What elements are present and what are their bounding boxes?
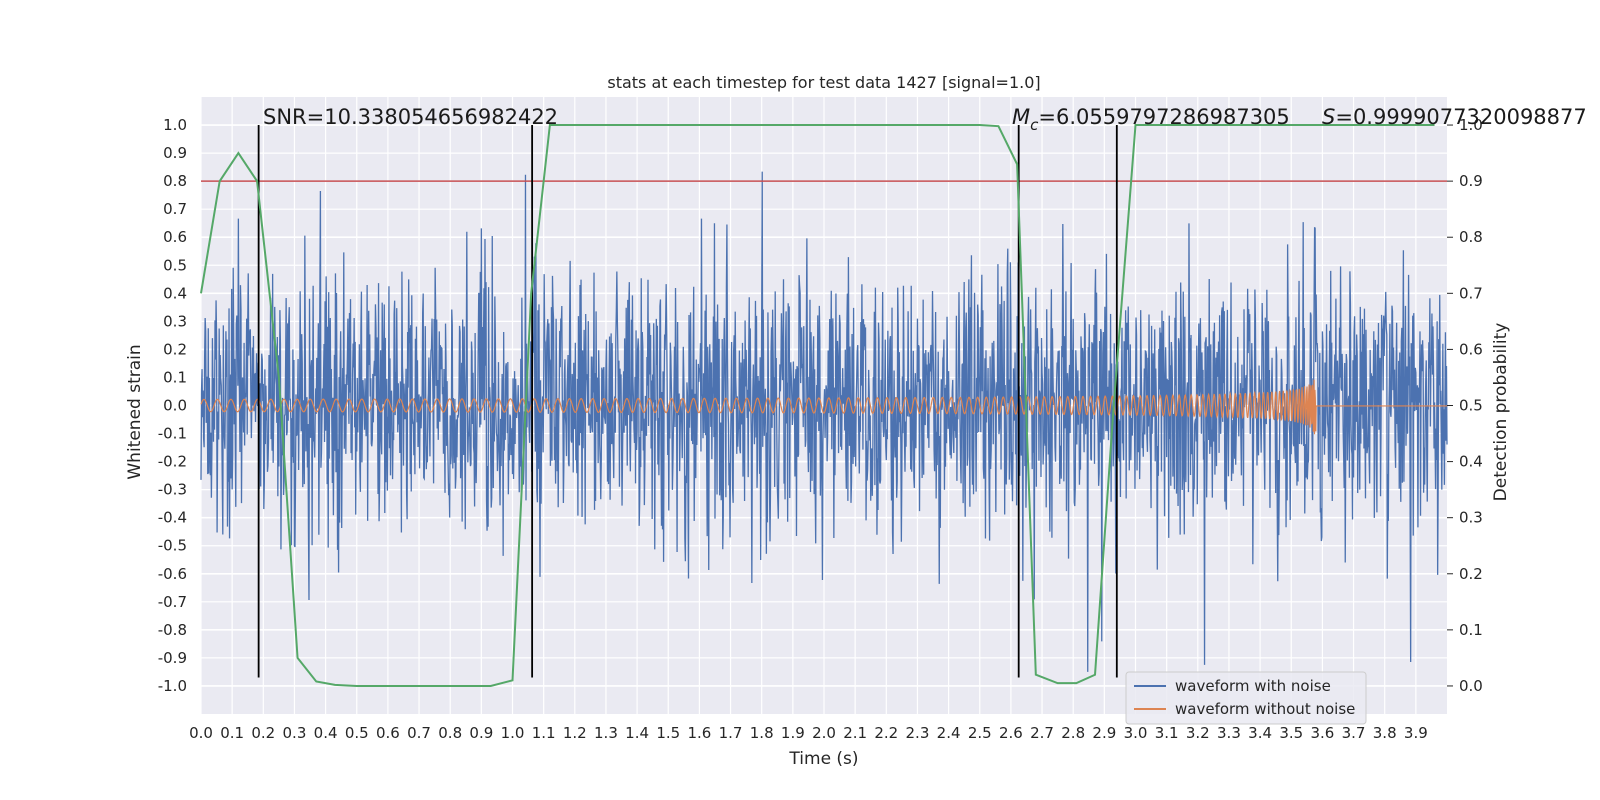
x-tick-label: 1.5 <box>656 724 680 742</box>
legend: waveform with noise waveform without noi… <box>1125 671 1367 725</box>
y-tick-label: -0.1 <box>158 425 187 443</box>
legend-label-clean: waveform without noise <box>1175 700 1355 718</box>
x-tick-label: 0.9 <box>469 724 493 742</box>
mc-value: =6.0559797286987305 <box>1038 105 1289 129</box>
y2-tick-labels: 1.0 0.9 0.8 0.7 0.6 0.5 0.4 0.3 0.2 0.1 0.0 <box>1447 116 1483 695</box>
y-tick-label: 1.0 <box>163 116 187 134</box>
y2-tick-label: 0.1 <box>1459 621 1483 639</box>
y-tick-label: -1.0 <box>158 677 187 695</box>
x-tick-label: 2.4 <box>937 724 961 742</box>
x-tick-label: 2.6 <box>999 724 1023 742</box>
x-tick-label: 0.8 <box>438 724 462 742</box>
legend-label-noise: waveform with noise <box>1175 677 1331 695</box>
y-tick-label: -0.2 <box>158 453 187 471</box>
y-axis-label: Whitened strain <box>125 344 145 479</box>
x-tick-label: 3.1 <box>1155 724 1179 742</box>
y2-tick-label: 1.0 <box>1459 116 1483 134</box>
x-tick-label: 2.3 <box>906 724 930 742</box>
y-tick-label: -0.4 <box>158 509 187 527</box>
y2-tick-label: 0.7 <box>1459 284 1483 302</box>
y2-tick-label: 0.8 <box>1459 228 1483 246</box>
y2-tick-label: 0.6 <box>1459 340 1483 358</box>
x-tick-label: 1.7 <box>719 724 743 742</box>
s-symbol: S <box>1322 105 1335 129</box>
mc-symbol: M <box>1012 105 1030 129</box>
y-tick-label: -0.3 <box>158 481 187 499</box>
x-tick-label: 0.5 <box>345 724 369 742</box>
y-tick-label: -0.8 <box>158 621 187 639</box>
series-detection-probability <box>200 124 1435 687</box>
y2-tick-label: 0.2 <box>1459 565 1483 583</box>
y-tick-label: 0.0 <box>163 397 187 415</box>
y2-tick-label: 0.3 <box>1459 509 1483 527</box>
x-tick-label: 2.0 <box>812 724 836 742</box>
x-tick-label: 2.7 <box>1030 724 1054 742</box>
y-tick-label: 0.5 <box>163 256 187 274</box>
y2-tick-label: 0.0 <box>1459 677 1483 695</box>
series-waveform-with-noise <box>200 171 1448 672</box>
x-tick-label: 1.1 <box>532 724 556 742</box>
y-tick-label: 0.6 <box>163 228 187 246</box>
y-tick-label: 0.1 <box>163 368 187 386</box>
y2-tick-label: 0.4 <box>1459 453 1483 471</box>
x-tick-label: 1.3 <box>594 724 618 742</box>
y2-tick-label: 0.9 <box>1459 172 1483 190</box>
y-tick-label: 0.2 <box>163 340 187 358</box>
x-tick-label: 1.0 <box>501 724 525 742</box>
x-tick-label: 0.2 <box>251 724 275 742</box>
x-tick-label: 3.2 <box>1186 724 1210 742</box>
noise-trace <box>200 171 1448 672</box>
chirp-mass-annotation: Mc=6.0559797286987305 <box>1012 105 1290 134</box>
clean-trace <box>200 379 1447 435</box>
y-tick-label: 0.8 <box>163 172 187 190</box>
x-tick-label: 2.2 <box>874 724 898 742</box>
x-tick-label: 0.6 <box>376 724 400 742</box>
x-tick-label: 3.7 <box>1342 724 1366 742</box>
x-tick-label: 1.4 <box>625 724 649 742</box>
y-tick-label: 0.7 <box>163 200 187 218</box>
x-tick-label: 0.0 <box>189 724 213 742</box>
y-tick-label: -0.7 <box>158 593 187 611</box>
x-tick-label: 1.9 <box>781 724 805 742</box>
x-tick-label: 2.5 <box>968 724 992 742</box>
x-tick-label: 0.4 <box>314 724 338 742</box>
x-tick-label: 0.1 <box>220 724 244 742</box>
y2-axis-label: Detection probability <box>1491 323 1511 502</box>
x-tick-label: 2.1 <box>843 724 867 742</box>
x-tick-label: 1.6 <box>687 724 711 742</box>
y-tick-label: 0.3 <box>163 312 187 330</box>
x-axis-label: Time (s) <box>788 749 858 769</box>
series-waveform-without-noise <box>200 379 1447 435</box>
chart-title: stats at each timestep for test data 142… <box>607 73 1040 92</box>
x-tick-label: 0.7 <box>407 724 431 742</box>
x-tick-label: 1.2 <box>563 724 587 742</box>
x-tick-label: 1.8 <box>750 724 774 742</box>
snr-annotation: SNR=10.338054656982422 <box>263 105 558 129</box>
x-tick-label: 3.9 <box>1404 724 1428 742</box>
x-tick-label: 3.8 <box>1373 724 1397 742</box>
legend-box <box>1125 671 1367 725</box>
x-tick-label: 2.8 <box>1061 724 1085 742</box>
x-tick-labels: 0.0 0.1 0.2 0.3 0.4 0.5 0.6 0.7 0.8 0.9 1.0 1.1 1.2 1… <box>189 724 1428 742</box>
y-tick-label: -0.9 <box>158 649 187 667</box>
x-tick-label: 2.9 <box>1092 724 1116 742</box>
x-tick-label: 3.5 <box>1279 724 1303 742</box>
mc-subscript: c <box>1030 116 1039 134</box>
y-tick-label: -0.5 <box>158 537 187 555</box>
x-tick-label: 3.4 <box>1248 724 1272 742</box>
s-value: =0.9999077320098877 <box>1335 105 1586 129</box>
y-tick-label: -0.6 <box>158 565 187 583</box>
sigma-annotation: S=0.9999077320098877 <box>1322 105 1587 129</box>
y-tick-labels: 1.0 0.9 0.8 0.7 0.6 0.5 0.4 0.3 0.2 0.1 0.0 -0.1 -0.… <box>158 116 187 695</box>
x-tick-label: 3.3 <box>1217 724 1241 742</box>
x-tick-label: 3.0 <box>1124 724 1148 742</box>
y-tick-label: 0.9 <box>163 144 187 162</box>
x-tick-label: 3.6 <box>1310 724 1334 742</box>
y-tick-label: 0.4 <box>163 284 187 302</box>
y2-tick-label: 0.5 <box>1459 397 1483 415</box>
x-tick-label: 0.3 <box>283 724 307 742</box>
